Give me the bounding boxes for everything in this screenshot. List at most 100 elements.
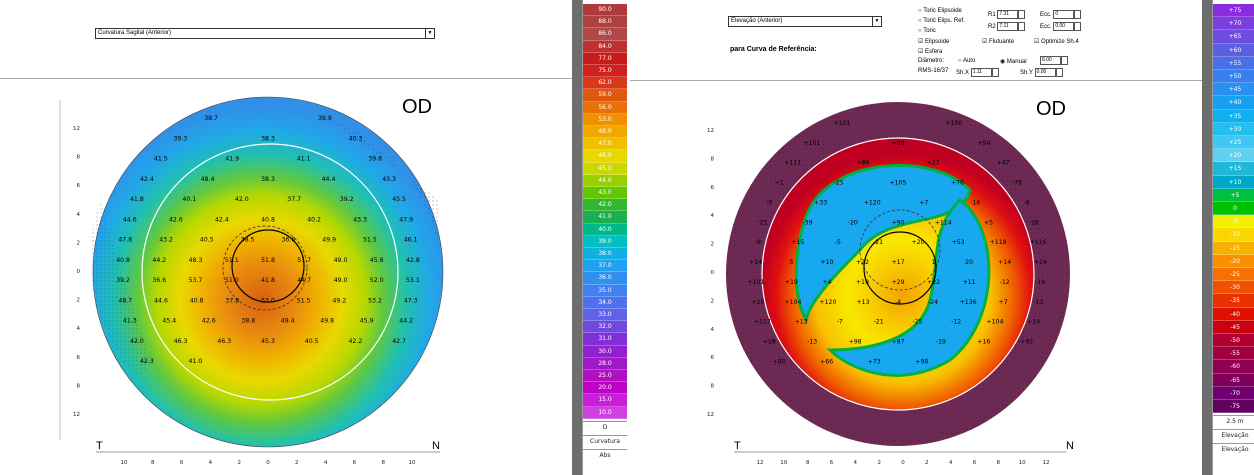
chevron-down-icon[interactable]: ▼ — [872, 17, 881, 26]
scale-swatch: 84.0 — [583, 40, 627, 53]
diameter-field[interactable]: 8.00 — [1040, 56, 1068, 65]
y-tick-label: 4 — [77, 326, 81, 332]
map-reading: -24 — [928, 299, 938, 306]
sagittal-curvature-panel: Curvatura Sagital (Anterior) ▼ OD T N — [0, 0, 572, 475]
map-reading: 36.6 — [282, 237, 296, 244]
map-reading: 42.2 — [349, 338, 363, 345]
scale-swatch: +75 — [1213, 4, 1254, 18]
map-reading: +105 — [890, 180, 907, 187]
scale-swatch: +5 — [1213, 188, 1254, 202]
map-reading: -9 — [766, 199, 772, 206]
map-reading: +47 — [997, 160, 1010, 167]
chevron-down-icon[interactable]: ▼ — [425, 29, 434, 38]
map-type-select-left[interactable]: Curvatura Sagital (Anterior) ▼ — [95, 28, 435, 39]
map-type-select-right[interactable]: Elevação (Anterior) ▼ — [728, 16, 882, 27]
scale-swatch: -5 — [1213, 215, 1254, 229]
x-tick-label: 2 — [925, 460, 929, 466]
y-tick-label: 12 — [73, 126, 80, 132]
sagittal-map[interactable]: 38.7 39.9 39.3 38.3 40.3 41.5 41.9 41.1 39.8 42.4… — [0, 0, 572, 475]
map-reading: +86 — [856, 160, 869, 167]
x-tick-label: 12 — [757, 460, 764, 466]
scale-swatch: 20.0 — [583, 382, 627, 395]
white-reference-ring — [141, 143, 399, 401]
map-reading: 40.8 — [190, 297, 204, 304]
y-tick-label: 6 — [711, 185, 715, 191]
auto-radio[interactable]: ○ Auto — [958, 58, 976, 64]
map-reading: 51.8 — [261, 257, 275, 264]
map-reading: +66 — [820, 358, 833, 365]
map-reading: 41.9 — [225, 156, 239, 163]
ecc-field[interactable]: Ecc. 0 — [1040, 10, 1082, 19]
map-reading: 49.2 — [333, 297, 347, 304]
scale-swatch: +10 — [1213, 175, 1254, 189]
float-checkbox[interactable]: ☑ Flutuante — [982, 39, 1015, 45]
map-reading: 41.8 — [261, 277, 275, 284]
x-tick-label: 6 — [830, 460, 834, 466]
ecc2-field[interactable]: Ecc. 0.00 — [1040, 22, 1082, 31]
elevation-map[interactable]: +101 +100+101 +98 +94+111 +86 +27 +47+1 -25 +105… — [630, 0, 1202, 475]
map-reading: 44.2 — [399, 318, 413, 325]
scale-swatch: +25 — [1213, 136, 1254, 150]
map-reading: 52.0 — [370, 277, 384, 284]
sphere-checkbox[interactable]: ☑ Esfera — [918, 49, 943, 55]
shift-y-field[interactable]: Sh.Y 0.00 — [1020, 68, 1063, 77]
map-reading: +7 — [999, 299, 1008, 306]
manual-radio[interactable]: ◉ Manual — [1000, 59, 1027, 65]
map-reading: +22 — [927, 279, 940, 286]
shift-x-field[interactable]: Sh.X 1.11 — [956, 68, 999, 77]
pupil-ring — [859, 209, 941, 291]
scale-swatch: 48.0 — [583, 126, 627, 139]
scale-swatch: +55 — [1213, 56, 1254, 70]
scale-swatch: 34.0 — [583, 296, 627, 309]
r2-field[interactable]: R2 7.11 — [988, 22, 1026, 31]
ellipsoid-checkbox[interactable]: ☑ Elipsoide — [918, 39, 950, 45]
x-tick-label: 4 — [949, 460, 953, 466]
white-reference-ring — [761, 137, 1035, 411]
scale-swatch: 39.0 — [583, 235, 627, 248]
map-reading: 49.8 — [320, 318, 334, 325]
map-reading: +27 — [927, 160, 940, 167]
curvature-color-scale: 90.0 88.0 86.0 84.0 77.0 75.0 62.0 59.0 56.0 53.0… — [582, 0, 627, 475]
toric-radio[interactable]: ○ Toric — [918, 28, 936, 34]
map-type-select-value: Elevação (Anterior) — [731, 18, 783, 24]
r1-field[interactable]: R1 7.31 — [988, 10, 1026, 19]
x-tick-label: 8 — [151, 460, 155, 466]
scale-swatch: +35 — [1213, 109, 1254, 123]
scale-swatch: 42.0 — [583, 199, 627, 212]
map-reading: +1 — [775, 180, 784, 187]
map-reading: 45.8 — [370, 257, 384, 264]
map-reading: 48.7 — [118, 297, 132, 304]
map-reading: 49.0 — [334, 257, 348, 264]
scale-swatch: -70 — [1213, 386, 1254, 400]
limbus-circle — [231, 229, 305, 303]
map-reading: 51.1 — [225, 257, 239, 264]
y-tick-label: 12 — [707, 128, 714, 134]
scale-swatch: -20 — [1213, 254, 1254, 268]
rms-label: RMS-16/37 — [918, 68, 949, 74]
y-tick-label: 4 — [77, 212, 81, 218]
map-reading: +73 — [868, 358, 881, 365]
map-reading: 41.1 — [297, 156, 311, 163]
x-tick-label: 12 — [1043, 460, 1050, 466]
map-reading: +101 — [804, 140, 821, 147]
map-reading: 40.3 — [349, 135, 363, 142]
map-reading: +25 — [751, 299, 764, 306]
map-reading: -78 — [1012, 180, 1022, 187]
map-reading: 53.1 — [406, 277, 420, 284]
scale-swatch: 31.0 — [583, 333, 627, 346]
map-reading: +14 — [998, 259, 1011, 266]
map-reading: +118 — [990, 239, 1007, 246]
scale-swatch: 15.0 — [583, 394, 627, 407]
scale-swatch: -55 — [1213, 347, 1254, 361]
toric-ref-radio[interactable]: ○ Torić Elips. Ref. — [918, 18, 965, 24]
map-reading: +94 — [977, 140, 990, 147]
x-tick-label: 2 — [295, 460, 299, 466]
scale-swatch: 40.0 — [583, 223, 627, 236]
ellipsoid-radio[interactable]: ○ Toric Elipsoide — [918, 8, 962, 14]
x-tick-label: 8 — [381, 460, 385, 466]
x-tick-label: 8 — [806, 460, 810, 466]
map-reading: -19 — [1035, 279, 1045, 286]
map-reading: +111 — [784, 160, 801, 167]
optimize-checkbox[interactable]: ☑ Optimize Sh.4 — [1034, 39, 1079, 45]
map-reading: +80 — [773, 358, 786, 365]
